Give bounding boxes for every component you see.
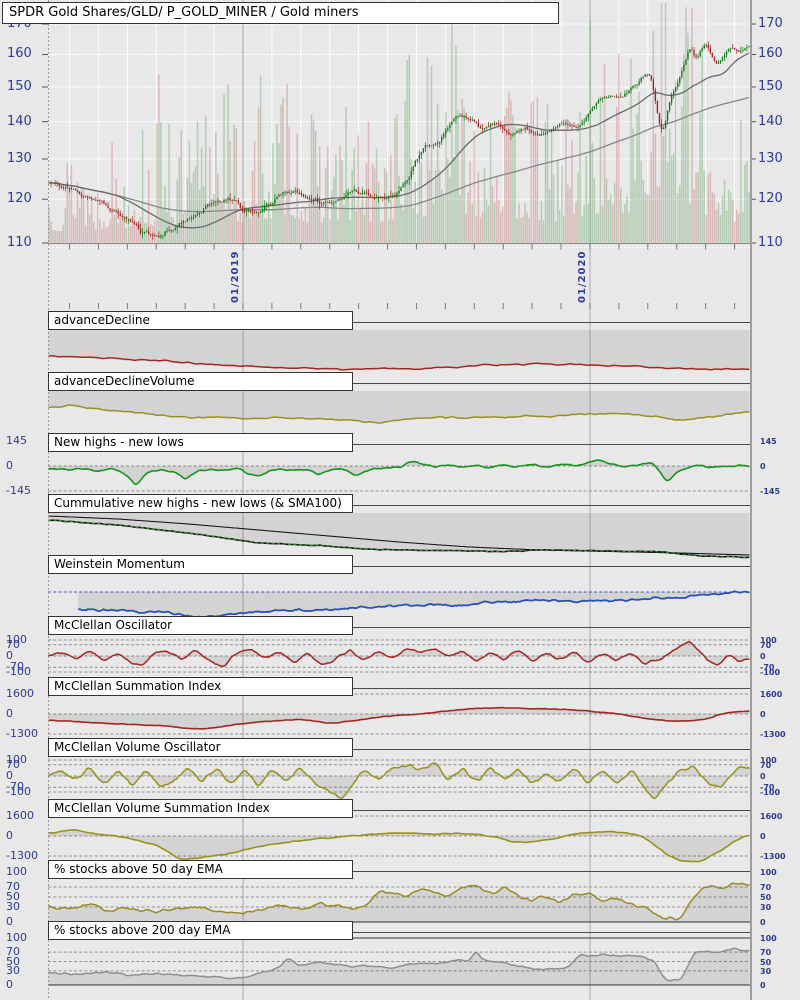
y-axis-label-right: 30 xyxy=(760,903,772,912)
y-axis-label-left: 0 xyxy=(6,649,13,662)
panel-title-mcclellan-volume-summation: McClellan Volume Summation Index xyxy=(54,801,270,815)
y-axis-label-right: 0 xyxy=(760,772,766,781)
panel-title-mcclellan-volume-oscillator: McClellan Volume Oscillator xyxy=(54,740,221,754)
y-axis-label-right: 70 xyxy=(760,760,772,770)
panel-title-pct-above-200ema: % stocks above 200 day EMA xyxy=(54,923,231,937)
y-axis-label-left: 100 xyxy=(6,931,27,944)
y-axis-label-left: 0 xyxy=(6,829,13,842)
y-axis-label-left: 50 xyxy=(6,890,20,903)
panel-title-box-new-highs-new-lows[interactable]: New highs - new lows xyxy=(48,433,353,452)
y-axis-label-left: 0 xyxy=(6,769,13,782)
y-axis-label-right: 30 xyxy=(760,966,772,976)
y-axis-label-left: -145 xyxy=(6,483,31,497)
panel-title-box-mcclellan-oscillator[interactable]: McClellan Oscillator xyxy=(48,616,353,635)
y-axis-label-left: 100 xyxy=(6,633,27,646)
y-axis-label-left: 30 xyxy=(6,963,20,977)
panel-title-advanceDeclineVolume: advanceDeclineVolume xyxy=(54,374,195,388)
price-axis-label-left: 150 xyxy=(7,78,32,94)
y-axis-label-right: 70 xyxy=(760,883,772,892)
panel-title-box-advanceDecline[interactable]: advanceDecline xyxy=(48,311,353,330)
y-axis-label-left: -70 xyxy=(6,660,24,674)
y-axis-label-left: -1300 xyxy=(6,849,38,863)
y-axis-label-left: 145 xyxy=(6,434,27,447)
y-axis-label-left: 70 xyxy=(6,880,20,893)
price-axis-label-left: 110 xyxy=(7,235,32,250)
y-axis-label-left: 30 xyxy=(6,900,20,913)
price-axis-label-right: 120 xyxy=(758,191,783,207)
panel-title-box-weinstein-momentum[interactable]: Weinstein Momentum xyxy=(48,555,353,574)
y-axis-label-left: -70 xyxy=(6,780,24,794)
y-axis-label-left: 1600 xyxy=(6,809,34,822)
y-axis-label-right: -1300 xyxy=(760,852,786,862)
y-axis-label-right: 50 xyxy=(760,957,772,967)
y-axis-label-left: 100 xyxy=(6,753,27,766)
y-axis-label-right: 100 xyxy=(760,934,777,943)
y-axis-label-right: 70 xyxy=(760,948,772,958)
panel-title-mcclellan-summation: McClellan Summation Index xyxy=(54,679,222,693)
y-axis-label-right: 100 xyxy=(760,756,777,765)
y-axis-label-right: -100 xyxy=(760,668,781,677)
y-axis-label-left: -100 xyxy=(6,665,31,678)
y-axis-label-right: 0 xyxy=(760,710,766,719)
y-axis-label-left: 0 xyxy=(6,707,13,720)
x-axis-date-label: 01/2019 xyxy=(230,250,241,303)
y-axis-label-right: 100 xyxy=(760,868,777,877)
y-axis-label-right: -100 xyxy=(760,788,781,797)
y-axis-label-right: 0 xyxy=(760,832,766,841)
panel-title-box-advanceDeclineVolume[interactable]: advanceDeclineVolume xyxy=(48,372,353,391)
y-axis-label-right: 0 xyxy=(760,462,766,471)
price-axis-label-right: 110 xyxy=(758,235,783,250)
panel-title-box-pct-above-50ema[interactable]: % stocks above 50 day EMA xyxy=(48,860,353,879)
y-axis-label-right: 1600 xyxy=(760,812,783,821)
chart-title-box: SPDR Gold Shares/GLD/ P_GOLD_MINER / Gol… xyxy=(2,2,559,24)
y-axis-label-right: -70 xyxy=(760,783,775,793)
y-axis-label-right: 70 xyxy=(760,640,772,650)
panel-title-box-cumulative-new-highs[interactable]: Cummulative new highs - new lows (& SMA1… xyxy=(48,494,353,513)
price-axis-label-right: 160 xyxy=(758,46,783,62)
price-axis-label-left: 130 xyxy=(7,150,32,166)
y-axis-label-left: 0 xyxy=(6,915,13,928)
price-axis-label-right: 130 xyxy=(758,150,783,166)
x-axis-date-label: 01/2020 xyxy=(577,250,588,303)
panel-title-mcclellan-oscillator: McClellan Oscillator xyxy=(54,618,173,632)
panel-title-cumulative-new-highs: Cummulative new highs - new lows (& SMA1… xyxy=(54,496,342,510)
y-axis-label-right: 0 xyxy=(760,652,766,661)
panel-title-new-highs-new-lows: New highs - new lows xyxy=(54,435,184,449)
panel-title-box-mcclellan-volume-summation[interactable]: McClellan Volume Summation Index xyxy=(48,799,353,818)
chart-title: SPDR Gold Shares/GLD/ P_GOLD_MINER / Gol… xyxy=(9,5,359,20)
y-axis-label-right: -1300 xyxy=(760,730,786,740)
y-axis-label-left: -100 xyxy=(6,785,31,798)
y-axis-label-left: 1600 xyxy=(6,687,34,700)
price-axis-label-right: 150 xyxy=(758,78,783,94)
y-axis-label-left: 0 xyxy=(6,459,13,472)
y-axis-label-right: 100 xyxy=(760,636,777,645)
y-axis-label-left: 70 xyxy=(6,757,20,771)
y-axis-label-left: 70 xyxy=(6,945,20,959)
price-axis-label-right: 140 xyxy=(758,113,783,129)
price-axis-label-left: 140 xyxy=(7,113,32,129)
y-axis-label-right: 50 xyxy=(760,893,772,902)
panel-title-weinstein-momentum: Weinstein Momentum xyxy=(54,557,185,571)
y-axis-label-left: 50 xyxy=(6,954,20,968)
y-axis-label-right: 0 xyxy=(760,918,766,927)
y-axis-label-left: 100 xyxy=(6,865,27,878)
y-axis-label-right: 1600 xyxy=(760,690,783,699)
y-axis-label-right: -70 xyxy=(760,663,775,673)
y-axis-label-right: 0 xyxy=(760,981,766,990)
panel-title-box-mcclellan-volume-oscillator[interactable]: McClellan Volume Oscillator xyxy=(48,738,353,757)
y-axis-label-left: 0 xyxy=(6,978,13,991)
y-axis-label-left: -1300 xyxy=(6,727,38,741)
price-axis-label-left: 160 xyxy=(7,46,32,62)
panel-title-box-mcclellan-summation[interactable]: McClellan Summation Index xyxy=(48,677,353,696)
panel-title-advanceDecline: advanceDecline xyxy=(54,313,150,327)
panel-title-box-pct-above-200ema[interactable]: % stocks above 200 day EMA xyxy=(48,921,353,940)
price-axis-label-right: 170 xyxy=(758,16,783,31)
y-axis-label-right: -145 xyxy=(760,486,781,496)
price-axis-label-left: 120 xyxy=(7,191,32,207)
panel-title-pct-above-50ema: % stocks above 50 day EMA xyxy=(54,862,223,876)
y-axis-label-right: 145 xyxy=(760,437,777,446)
y-axis-label-left: 70 xyxy=(6,637,20,651)
